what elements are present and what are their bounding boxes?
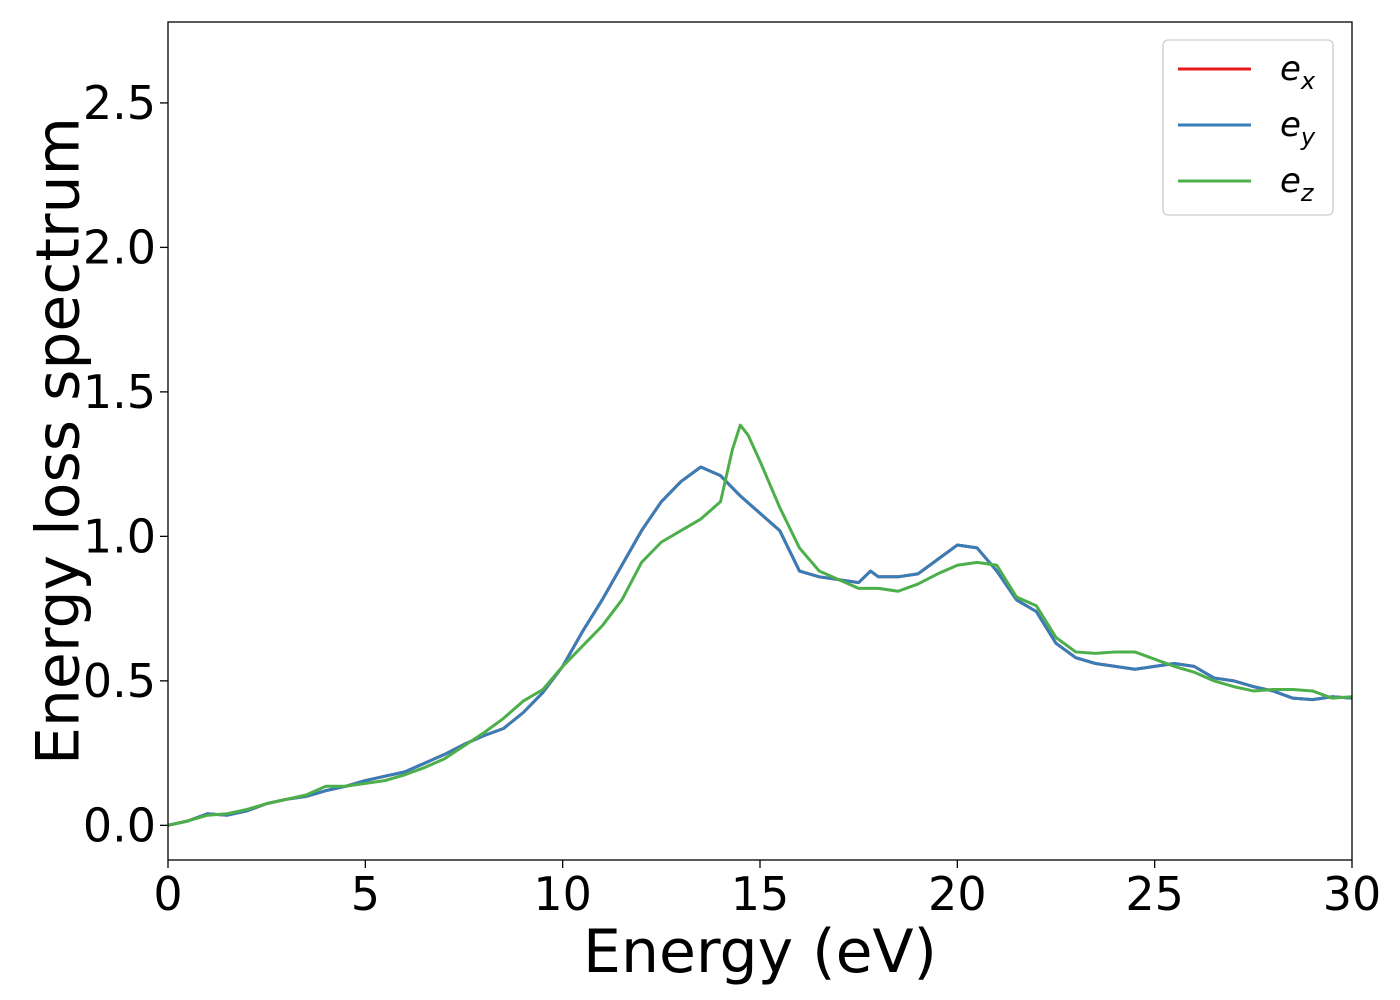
- legend: ex ey ez: [1162, 39, 1334, 216]
- plot-area: [168, 423, 1352, 827]
- axes: 0 5 10 15 20 25 30 0.0 0.5 1.0 1.5 2.0 2.5: [83, 21, 1382, 921]
- x-tick-label: 0: [153, 867, 182, 921]
- series-line-e-z: [168, 423, 1352, 827]
- y-axis-title: Energy loss spectrum: [24, 117, 94, 765]
- x-tick-label: 5: [351, 867, 380, 921]
- y-tick-label: 1.0: [83, 509, 156, 563]
- legend-box: [1162, 39, 1334, 216]
- legend-label: ex: [1280, 49, 1316, 95]
- y-tick-label: 1.5: [83, 365, 156, 419]
- legend-label: ez: [1280, 161, 1315, 207]
- x-tick-label: 30: [1323, 867, 1382, 921]
- series-lines: [168, 423, 1352, 827]
- y-tick-label: 0.0: [83, 798, 156, 852]
- x-tick-label: 15: [731, 867, 790, 921]
- y-tick-label: 2.0: [83, 220, 156, 274]
- series-line-e-y: [168, 465, 1352, 827]
- y-tick-label: 2.5: [83, 76, 156, 130]
- x-tick-label: 20: [928, 867, 987, 921]
- y-tick-label: 0.5: [83, 654, 156, 708]
- x-tick-label: 25: [1125, 867, 1184, 921]
- legend-label: ey: [1280, 105, 1316, 151]
- x-tick-label: 10: [533, 867, 592, 921]
- x-axis-title: Energy (eV): [583, 917, 937, 987]
